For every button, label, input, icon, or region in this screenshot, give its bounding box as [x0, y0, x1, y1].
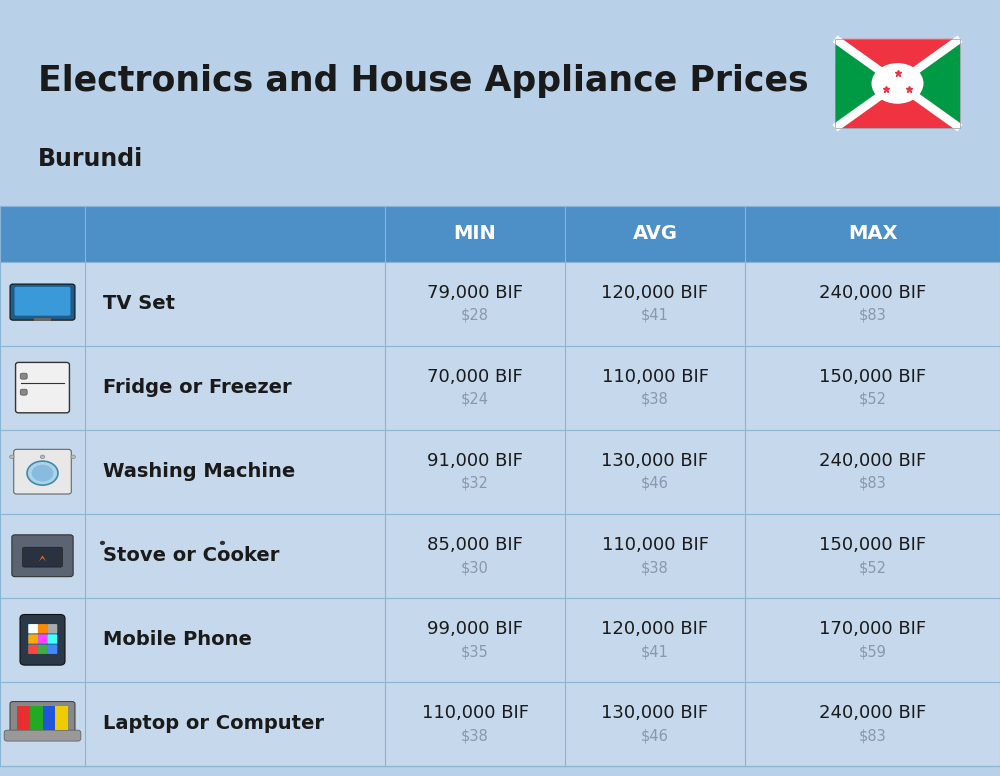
Text: 240,000 BIF: 240,000 BIF	[819, 704, 926, 722]
Text: MIN: MIN	[454, 224, 496, 243]
FancyBboxPatch shape	[47, 645, 57, 654]
Text: $32: $32	[461, 476, 489, 491]
Text: 70,000 BIF: 70,000 BIF	[427, 368, 523, 386]
Text: 120,000 BIF: 120,000 BIF	[601, 620, 709, 638]
FancyBboxPatch shape	[38, 634, 48, 643]
Text: Stove or Cooker: Stove or Cooker	[103, 546, 279, 565]
Circle shape	[71, 455, 75, 459]
Text: $83: $83	[859, 728, 886, 743]
FancyBboxPatch shape	[28, 624, 38, 633]
Polygon shape	[835, 84, 960, 128]
FancyBboxPatch shape	[38, 645, 48, 654]
Text: Washing Machine: Washing Machine	[103, 462, 295, 481]
Text: 99,000 BIF: 99,000 BIF	[427, 620, 523, 638]
Text: $52: $52	[858, 392, 887, 407]
Text: 130,000 BIF: 130,000 BIF	[601, 704, 709, 722]
Text: $83: $83	[859, 476, 886, 491]
Text: TV Set: TV Set	[103, 294, 175, 313]
Text: $52: $52	[858, 560, 887, 575]
FancyBboxPatch shape	[10, 702, 75, 735]
Text: 120,000 BIF: 120,000 BIF	[601, 283, 709, 302]
Text: $24: $24	[461, 392, 489, 407]
Polygon shape	[898, 39, 960, 128]
Text: 91,000 BIF: 91,000 BIF	[427, 452, 523, 469]
FancyBboxPatch shape	[17, 706, 30, 730]
Text: Mobile Phone: Mobile Phone	[103, 630, 252, 650]
Text: $83: $83	[859, 308, 886, 323]
Text: $30: $30	[461, 560, 489, 575]
Text: 110,000 BIF: 110,000 BIF	[602, 535, 708, 554]
Text: Burundi: Burundi	[38, 147, 143, 171]
Text: $38: $38	[461, 728, 489, 743]
Text: Electronics and House Appliance Prices: Electronics and House Appliance Prices	[38, 64, 809, 99]
Circle shape	[220, 541, 225, 545]
Text: 110,000 BIF: 110,000 BIF	[602, 368, 708, 386]
FancyBboxPatch shape	[14, 449, 71, 494]
FancyBboxPatch shape	[20, 390, 27, 395]
FancyBboxPatch shape	[16, 362, 69, 413]
Text: AVG: AVG	[633, 224, 678, 243]
FancyBboxPatch shape	[55, 706, 68, 730]
Text: 150,000 BIF: 150,000 BIF	[819, 368, 926, 386]
FancyBboxPatch shape	[17, 706, 68, 730]
Text: $28: $28	[461, 308, 489, 323]
Text: 150,000 BIF: 150,000 BIF	[819, 535, 926, 554]
Circle shape	[100, 541, 105, 545]
Circle shape	[40, 455, 45, 459]
Circle shape	[872, 64, 923, 103]
Text: 85,000 BIF: 85,000 BIF	[427, 535, 523, 554]
FancyBboxPatch shape	[28, 634, 38, 643]
Text: 240,000 BIF: 240,000 BIF	[819, 283, 926, 302]
FancyBboxPatch shape	[42, 706, 55, 730]
FancyBboxPatch shape	[20, 373, 27, 379]
FancyBboxPatch shape	[12, 535, 73, 577]
Circle shape	[27, 461, 58, 485]
FancyBboxPatch shape	[28, 645, 38, 654]
Text: 170,000 BIF: 170,000 BIF	[819, 620, 926, 638]
Polygon shape	[835, 39, 898, 128]
FancyBboxPatch shape	[15, 287, 70, 316]
FancyBboxPatch shape	[10, 284, 75, 320]
Text: $35: $35	[461, 644, 489, 659]
Text: Laptop or Computer: Laptop or Computer	[103, 715, 324, 733]
Text: Fridge or Freezer: Fridge or Freezer	[103, 378, 292, 397]
FancyBboxPatch shape	[38, 624, 48, 633]
Text: 130,000 BIF: 130,000 BIF	[601, 452, 709, 469]
FancyBboxPatch shape	[20, 615, 65, 665]
FancyBboxPatch shape	[4, 730, 81, 741]
Circle shape	[32, 465, 53, 482]
Polygon shape	[835, 39, 960, 84]
Text: $41: $41	[641, 308, 669, 323]
FancyBboxPatch shape	[47, 624, 57, 633]
FancyBboxPatch shape	[23, 547, 62, 567]
FancyBboxPatch shape	[34, 318, 51, 321]
Text: 110,000 BIF: 110,000 BIF	[422, 704, 528, 722]
Text: $59: $59	[859, 644, 886, 659]
Text: $46: $46	[641, 476, 669, 491]
FancyBboxPatch shape	[28, 624, 57, 654]
Text: $46: $46	[641, 728, 669, 743]
FancyBboxPatch shape	[835, 39, 960, 128]
Text: MAX: MAX	[848, 224, 897, 243]
FancyBboxPatch shape	[0, 206, 1000, 766]
FancyBboxPatch shape	[30, 706, 42, 730]
Text: $38: $38	[641, 392, 669, 407]
Text: 240,000 BIF: 240,000 BIF	[819, 452, 926, 469]
Circle shape	[10, 455, 14, 459]
FancyBboxPatch shape	[0, 206, 1000, 262]
FancyBboxPatch shape	[47, 634, 57, 643]
Text: $38: $38	[641, 560, 669, 575]
Text: $41: $41	[641, 644, 669, 659]
Text: 79,000 BIF: 79,000 BIF	[427, 283, 523, 302]
Polygon shape	[39, 556, 46, 561]
